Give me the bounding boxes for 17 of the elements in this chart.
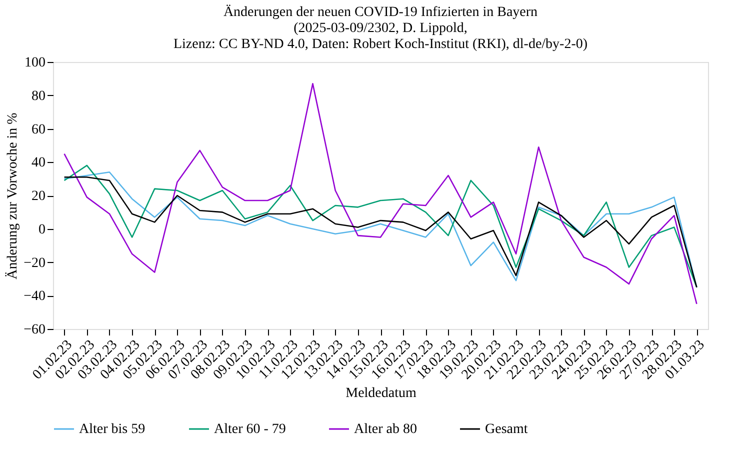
y-tick-label: 0: [38, 222, 46, 238]
y-tick-label: 100: [24, 56, 46, 70]
y-tick-label: −40: [24, 289, 46, 304]
chart-title: Änderungen der neuen COVID-19 Infizierten in Bayern (2025-03-09/2302, D. Lippold, Lizenz: CC BY-ND 4.0, Daten: Robert Koch-Institut (RKI), dl-de/by-2-0): [173, 4, 588, 52]
line-series: [64, 83, 698, 305]
legend-label: Alter bis 59: [79, 422, 146, 437]
legend-label: Alter ab 80: [354, 422, 417, 437]
x-axis-title: Meldedatum: [346, 386, 416, 402]
y-tick-label: 80: [32, 88, 46, 104]
y-tick-label: 40: [32, 156, 46, 171]
y-tick-label: 20: [32, 189, 46, 204]
y-tick-label: −20: [24, 256, 46, 271]
y-tick-label: 60: [32, 122, 46, 138]
y-axis-title: Änderung zur Vorwoche in %: [4, 112, 21, 280]
y-tick-label: −60: [24, 322, 46, 338]
legend-label: Gesamt: [485, 422, 528, 437]
legend-label: Alter 60 - 79: [214, 422, 286, 437]
